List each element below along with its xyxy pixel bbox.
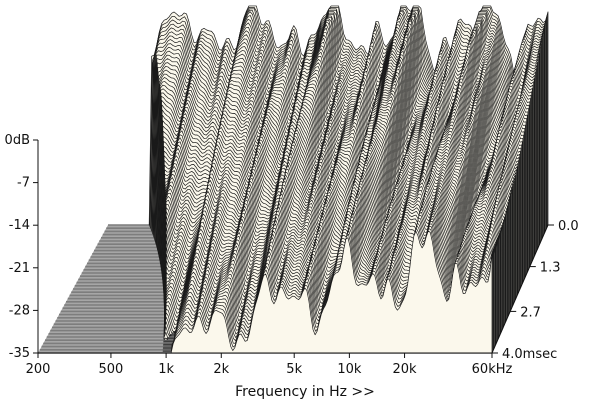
- y-tick-label: -28: [9, 303, 30, 318]
- x-tick-label: 1k: [158, 362, 174, 377]
- time-axis-line: [491, 224, 549, 354]
- time-axis-ticks: 0.0 1.3 2.7 4.0msec: [492, 219, 579, 362]
- y-tick-label: -14: [9, 218, 30, 233]
- time-tick-label: 1.3: [540, 261, 561, 276]
- x-tick-label: 20k: [393, 362, 418, 377]
- time-tick-label: 0.0: [558, 219, 579, 234]
- x-tick-label: 500: [99, 362, 124, 377]
- x-tick-label: 10k: [337, 362, 362, 377]
- axes: [37, 140, 549, 354]
- x-tick-label: 60kHz: [472, 362, 513, 377]
- x-tick-label: 5k: [286, 362, 302, 377]
- x-axis-ticks: 200 500 1k 2k 5k 10k 20k 60kHz: [26, 353, 513, 377]
- y-axis-ticks: 0dB -7 -14 -21 -28 -35: [5, 133, 38, 361]
- decay-surface: [148, 5, 549, 354]
- decay-slice: [162, 230, 493, 354]
- x-axis-title: Frequency in Hz >>: [235, 384, 375, 400]
- y-tick-label: -35: [9, 346, 30, 361]
- y-tick-label: -7: [17, 176, 30, 191]
- y-tick-label: -21: [9, 261, 30, 276]
- x-tick-label: 200: [26, 362, 51, 377]
- y-tick-label: 0dB: [5, 133, 30, 148]
- x-tick-label: 2k: [213, 362, 229, 377]
- time-tick-label: 4.0msec: [502, 347, 557, 362]
- time-tick-label: 2.7: [520, 305, 541, 320]
